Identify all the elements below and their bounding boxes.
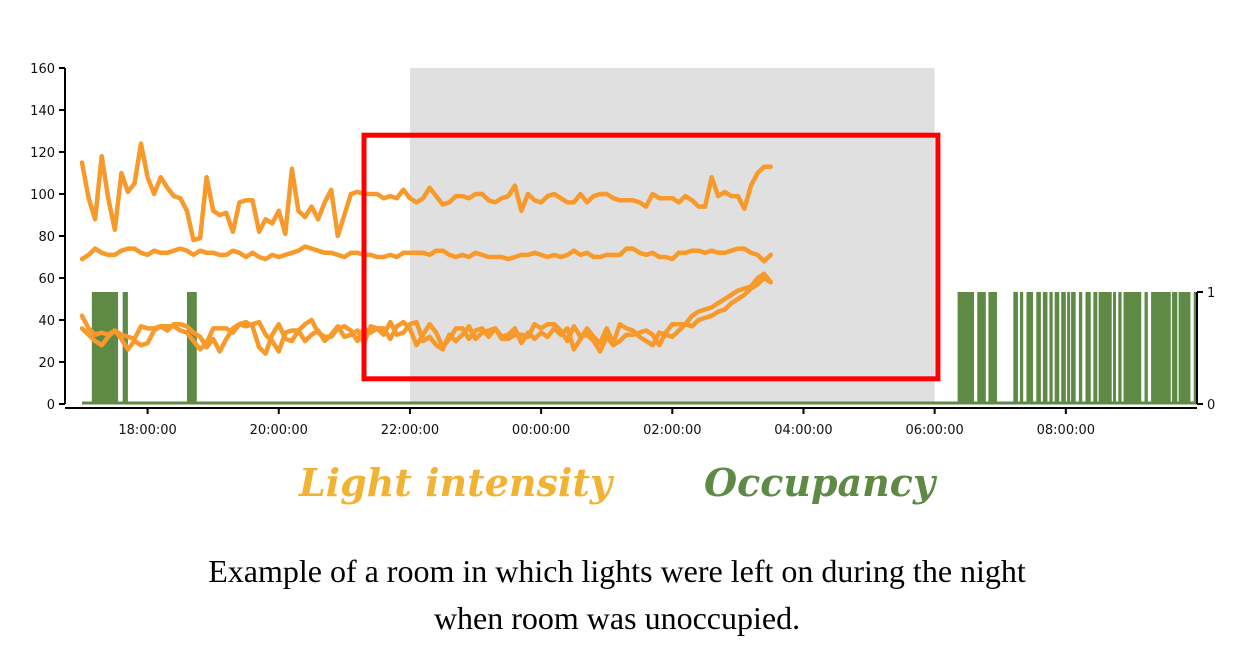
y-tick-label-100: 100 xyxy=(30,188,55,203)
occupancy-bar-9 xyxy=(1036,292,1041,404)
y-tick-label-120: 120 xyxy=(30,146,55,161)
figure-caption: Example of a room in which lights were l… xyxy=(0,548,1234,642)
occupancy-bar-27 xyxy=(1193,292,1197,404)
occupancy-bar-11 xyxy=(1049,292,1053,404)
y-right-tick-label-1: 1 xyxy=(1207,286,1215,301)
x-tick-label-2: 22:00:00 xyxy=(381,423,439,438)
y-tick-label-40: 40 xyxy=(38,314,55,329)
occupancy-bar-8 xyxy=(1026,292,1034,404)
x-tick-label-7: 08:00:00 xyxy=(1037,423,1095,438)
y-tick-label-20: 20 xyxy=(38,356,55,371)
occupancy-bar-24 xyxy=(1151,292,1171,404)
axes: 0 20 40 60 80 100 120 140 160 0 1 18:00:00 20:00:00 2… xyxy=(30,62,1215,438)
occupancy-bar-2 xyxy=(186,292,197,404)
chart: 0 20 40 60 80 100 120 140 160 0 1 18:00:00 20:00:00 2… xyxy=(30,62,1215,438)
occupancy-bar-12 xyxy=(1054,292,1060,404)
x-tick-label-3: 00:00:00 xyxy=(512,423,570,438)
x-tick-label-1: 20:00:00 xyxy=(250,423,308,438)
night-shaded-region xyxy=(409,68,935,404)
legend-light-intensity: Light intensity xyxy=(298,460,612,505)
occupancy-bar-15 xyxy=(1071,292,1076,404)
occupancy-layer xyxy=(82,292,1197,405)
x-tick-label-4: 02:00:00 xyxy=(643,423,701,438)
occupancy-bar-13 xyxy=(1061,292,1066,404)
x-tick-label-6: 06:00:00 xyxy=(905,423,963,438)
x-tick-label-5: 04:00:00 xyxy=(774,423,832,438)
occupancy-bar-22 xyxy=(1123,292,1142,404)
highlight-box xyxy=(361,132,941,382)
occupancy-bar-20 xyxy=(1113,292,1117,404)
legend-occupancy: Occupancy xyxy=(703,460,936,505)
occupancy-bar-23 xyxy=(1144,292,1148,404)
occupancy-bar-26 xyxy=(1178,292,1191,404)
caption-line-1: Example of a room in which lights were l… xyxy=(208,553,1026,589)
light-intensity-series-1 xyxy=(79,141,773,243)
legend: Light intensity Occupancy xyxy=(0,460,1234,505)
y-tick-label-140: 140 xyxy=(30,104,55,119)
occupancy-bar-3 xyxy=(957,292,974,404)
y-tick-label-160: 160 xyxy=(30,62,55,77)
occupancy-bar-25 xyxy=(1172,292,1178,404)
y-tick-label-60: 60 xyxy=(38,272,55,287)
occupancy-bar-16 xyxy=(1078,292,1083,404)
occupancy-bar-19 xyxy=(1098,292,1112,404)
light-intensity-layer xyxy=(79,141,773,356)
y-tick-label-80: 80 xyxy=(38,230,55,245)
occupancy-bar-17 xyxy=(1085,292,1091,404)
occupancy-bar-0 xyxy=(91,292,119,404)
occupancy-bar-4 xyxy=(977,292,986,404)
occupancy-bar-5 xyxy=(988,292,997,404)
light-intensity-series-4 xyxy=(79,271,773,354)
occupancy-bar-7 xyxy=(1019,292,1024,404)
y-tick-label-0: 0 xyxy=(47,398,55,413)
occupancy-bar-18 xyxy=(1093,292,1098,404)
light-intensity-series-2 xyxy=(79,244,773,264)
occupancy-bar-14 xyxy=(1067,292,1071,404)
occupancy-bar-6 xyxy=(1013,292,1018,404)
occupancy-bar-21 xyxy=(1118,292,1122,404)
caption-line-2: when room was unoccupied. xyxy=(433,600,801,636)
x-tick-label-0: 18:00:00 xyxy=(118,423,176,438)
y-right-tick-label-0: 0 xyxy=(1207,398,1215,413)
occupancy-bar-10 xyxy=(1042,292,1048,404)
